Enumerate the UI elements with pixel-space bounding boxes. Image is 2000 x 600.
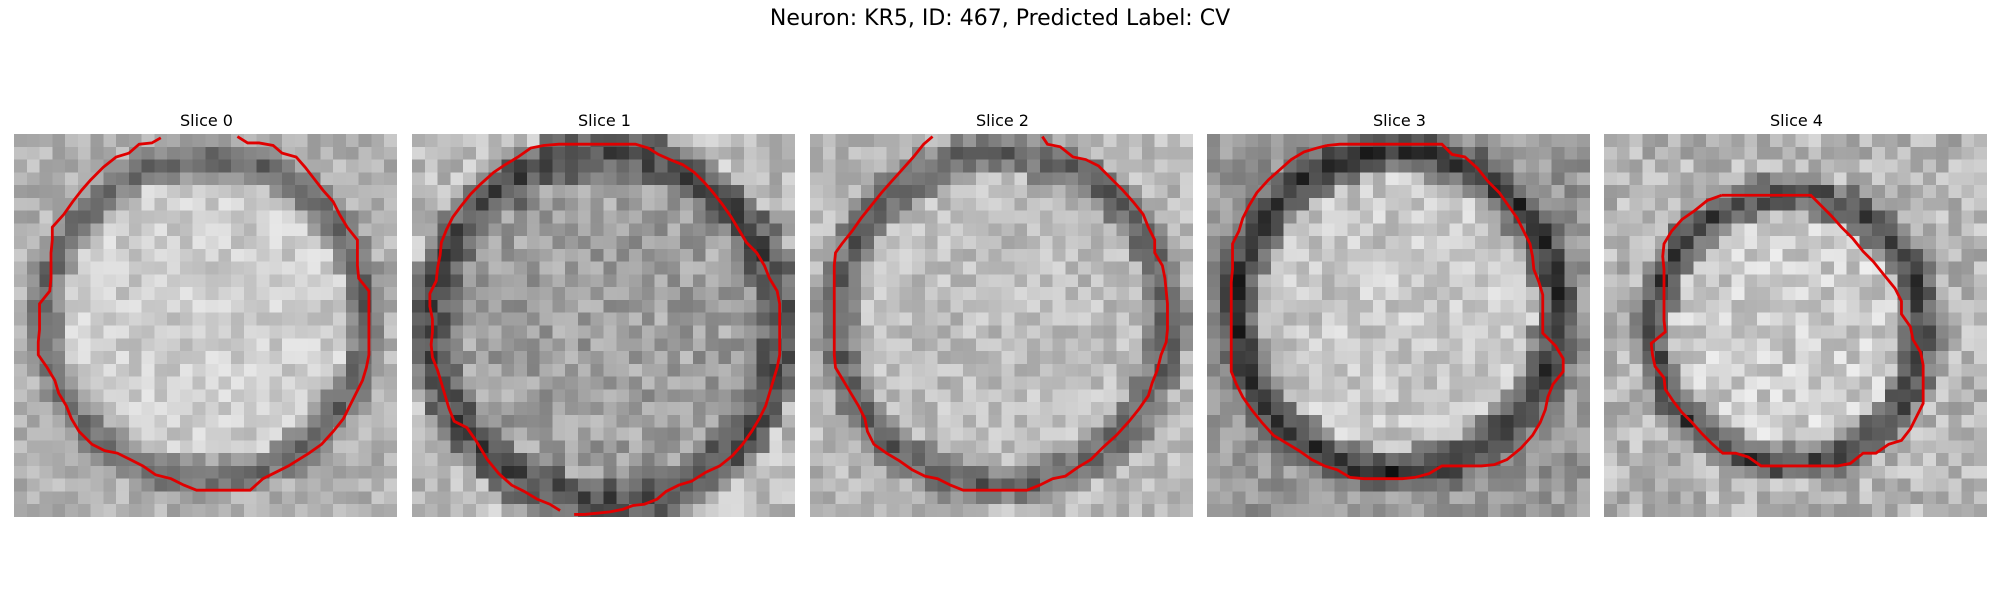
pixel-grid: [1604, 134, 1987, 517]
slice-image-4: [1604, 134, 1987, 517]
segmentation-contour: [428, 142, 782, 516]
slice-image-0: [14, 134, 397, 517]
slice-image-3: [1207, 134, 1590, 517]
slice-title-0: Slice 0: [180, 111, 233, 130]
segmentation-contour: [36, 135, 371, 492]
slice-title-4: Slice 4: [1770, 111, 1823, 130]
slice-title-1: Slice 1: [578, 111, 631, 130]
figure-title: Neuron: KR5, ID: 467, Predicted Label: C…: [769, 6, 1231, 31]
slice-panel-0: Slice 0: [14, 109, 399, 517]
segmentation-contour: [1229, 142, 1565, 481]
slice-image-1: [412, 134, 795, 517]
slice-image-2: [810, 134, 1193, 517]
segmentation-contour: [1649, 193, 1925, 468]
slice-panel-1: Slice 1: [412, 109, 797, 517]
pixel-grid: [412, 134, 795, 517]
pixel-grid: [810, 134, 1193, 517]
slice-panel-4: Slice 4: [1604, 109, 1989, 517]
segmentation-contour: [832, 135, 1169, 492]
pixel-grid: [14, 134, 397, 517]
slice-panel-3: Slice 3: [1207, 109, 1592, 517]
slice-panel-2: Slice 2: [810, 109, 1195, 517]
slice-title-3: Slice 3: [1373, 111, 1426, 130]
pixel-grid: [1207, 134, 1590, 517]
slice-title-2: Slice 2: [976, 111, 1029, 130]
